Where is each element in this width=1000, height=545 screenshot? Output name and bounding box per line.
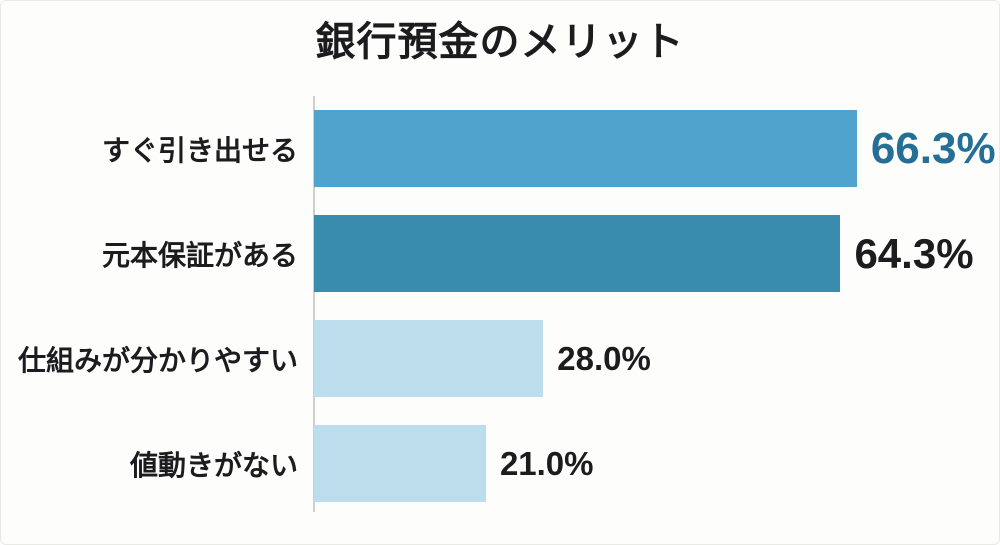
bar-1 [314,110,857,187]
value-label: 64.3% [854,229,974,277]
value-label: 28.0% [557,339,651,377]
y-axis-line [313,96,315,512]
category-label: 値動きがない [129,449,298,481]
bar-track: 64.3% [314,215,999,292]
bar-track: 66.3% [314,110,999,187]
bar-track: 21.0% [314,425,999,502]
category-label: すぐ引き出せる [101,134,298,166]
chart-title: 銀行預金のメリット [315,20,685,64]
bar-2 [314,215,841,292]
bar-row: 値動きがない 21.0% [1,411,999,516]
bar-3 [314,320,544,397]
category-label: 元本保証がある [101,239,298,271]
bar-row: 元本保証がある 64.3% [1,201,999,306]
bar-row: すぐ引き出せる 66.3% [1,96,999,201]
value-label: 21.0% [499,444,594,482]
bar-row: 仕組みが分かりやすい 28.0% [1,306,999,411]
bar-4 [314,425,486,502]
bar-rows: すぐ引き出せる 66.3% 元本保証がある 64.3% 仕組みが分かりやすい 28.0% 値… [1,96,999,516]
category-label: 仕組みが分かりやすい [17,344,298,376]
bar-track: 28.0% [314,320,999,397]
value-label: 66.3% [870,123,996,173]
bar-chart: すぐ引き出せる 66.3% 元本保証がある 64.3% 仕組みが分かりやすい 28.0% 値… [1,96,999,516]
